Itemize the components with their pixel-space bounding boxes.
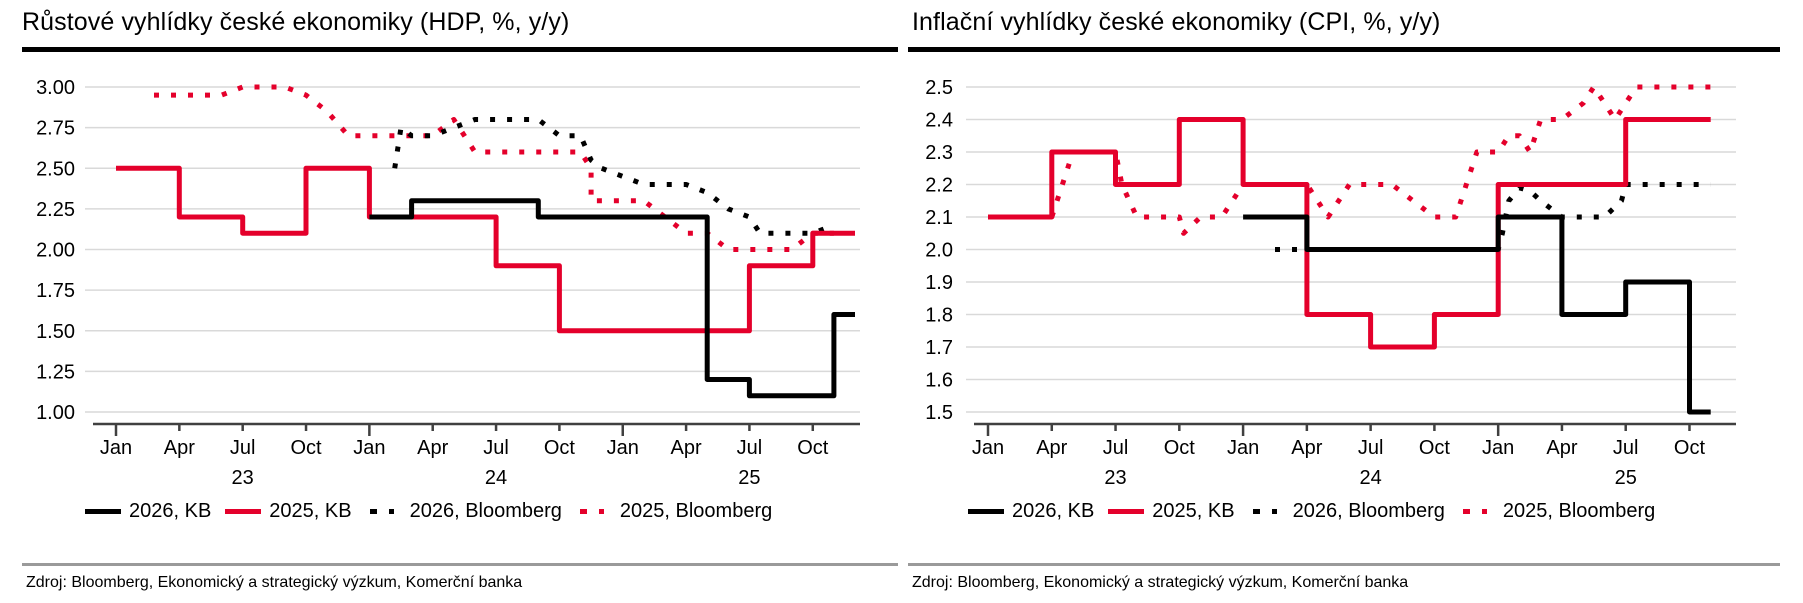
gdp-chart: 3.00 2.75 2.50 2.25 2.00 1.75 1.50 1.25 1.00 Jan A…	[36, 77, 860, 489]
x-tick-label: Oct	[797, 437, 829, 459]
title-divider	[22, 47, 898, 52]
cpi-chart-panel: Inflační vyhlídky české ekonomiky (CPI, …	[906, 0, 1803, 603]
x-tick-label: Jan	[100, 437, 132, 459]
x-tick-label: Apr	[671, 437, 702, 459]
legend-swatch-dotted-red	[575, 509, 612, 514]
x-tick-label: Jan	[607, 437, 639, 459]
legend-label: 2025, Bloomberg	[619, 500, 773, 522]
legend-swatch-dotted-black	[1248, 509, 1285, 514]
y-tick-label: 1.00	[36, 402, 75, 424]
y-tick-label: 1.6	[925, 370, 953, 392]
x-tick-label: Jan	[353, 437, 385, 459]
y-tick-label: 2.4	[925, 110, 953, 132]
year-label: 25	[1615, 467, 1637, 489]
legend-label: 2026, Bloomberg	[409, 500, 562, 522]
legend-label: 2025, Bloomberg	[1502, 500, 1656, 522]
x-tick-label: Jul	[1103, 437, 1129, 459]
y-tick-label: 2.0	[925, 240, 953, 262]
source-note: Zdroj: Bloomberg, Ekonomický a strategic…	[26, 574, 523, 591]
legend-swatch-solid-black	[85, 509, 121, 514]
year-label: 24	[485, 467, 507, 489]
gdp-chart-panel: Růstové vyhlídky české ekonomiky (HDP, %…	[0, 0, 900, 603]
legend-swatch-solid-black	[968, 509, 1004, 514]
series-2026-kb	[369, 198, 855, 399]
y-tick-label: 1.5	[925, 402, 953, 424]
legend-label: 2025, KB	[1152, 500, 1235, 522]
year-label: 23	[1104, 467, 1126, 489]
y-tick-label: 1.50	[36, 321, 75, 343]
x-tick-label: Jul	[1613, 437, 1639, 459]
y-tick-label: 2.50	[36, 158, 75, 180]
y-tick-label: 2.1	[925, 207, 953, 229]
legend-swatch-dotted-red	[1458, 509, 1495, 514]
x-tick-label: Apr	[1036, 437, 1067, 459]
x-tick-label: Oct	[1164, 437, 1196, 459]
legend-item-2026-kb: 2026, KB	[85, 500, 211, 523]
legend-item-2025-bloomberg: 2025, Bloomberg	[575, 500, 773, 523]
y-tick-label: 1.25	[36, 361, 75, 383]
x-tick-label: Jul	[737, 437, 763, 459]
y-tick-label: 1.8	[925, 305, 953, 327]
year-label: 24	[1360, 467, 1382, 489]
series-2026-kb	[1243, 214, 1711, 415]
y-tick-label: 2.5	[925, 77, 953, 99]
x-tick-label: Jan	[1482, 437, 1514, 459]
x-tick-label: Jul	[1358, 437, 1384, 459]
y-tick-label: 2.2	[925, 175, 953, 197]
x-tick-label: Apr	[417, 437, 448, 459]
legend-item-2025-bloomberg: 2025, Bloomberg	[1458, 500, 1656, 523]
x-tick-label: Jan	[1227, 437, 1259, 459]
chart-title: Růstové vyhlídky české ekonomiky (HDP, %…	[22, 8, 570, 36]
chart-legend: 2026, KB 2025, KB 2026, Bloomberg 2025, …	[85, 500, 786, 523]
y-tick-label: 2.75	[36, 118, 75, 140]
chart-title: Inflační vyhlídky české ekonomiky (CPI, …	[912, 8, 1441, 36]
chart-legend: 2026, KB 2025, KB 2026, Bloomberg 2025, …	[968, 500, 1669, 523]
legend-label: 2025, KB	[269, 500, 352, 522]
legend-label: 2026, KB	[1012, 500, 1095, 522]
x-tick-label: Oct	[290, 437, 322, 459]
year-label: 23	[232, 467, 254, 489]
legend-item-2026-bloomberg: 2026, Bloomberg	[365, 500, 562, 523]
legend-swatch-dotted-black	[365, 509, 402, 514]
legend-item-2025-kb: 2025, KB	[1108, 500, 1235, 523]
cpi-chart: 2.5 2.4 2.3 2.2 2.1 2.0 1.9 1.8 1.7 1.6 1.5 Jan Apr J…	[925, 77, 1736, 489]
source-note: Zdroj: Bloomberg, Ekonomický a strategic…	[912, 574, 1409, 591]
x-tick-label: Jul	[483, 437, 509, 459]
legend-item-2025-kb: 2025, KB	[225, 500, 352, 523]
legend-item-2026-bloomberg: 2026, Bloomberg	[1248, 500, 1445, 523]
legend-label: 2026, KB	[129, 500, 212, 522]
x-tick-label: Apr	[1291, 437, 1322, 459]
y-tick-label: 2.25	[36, 199, 75, 221]
x-tick-label: Oct	[1419, 437, 1451, 459]
legend-swatch-solid-red	[1108, 509, 1145, 514]
y-tick-label: 1.9	[925, 272, 953, 294]
series-2025-bloomberg	[1049, 84, 1711, 236]
x-tick-label: Oct	[544, 437, 576, 459]
x-tick-label: Jul	[230, 437, 256, 459]
x-tick-label: Jan	[972, 437, 1004, 459]
y-tick-label: 1.7	[925, 337, 953, 359]
source-divider	[908, 563, 1780, 566]
x-tick-label: Apr	[1546, 437, 1577, 459]
legend-item-2026-kb: 2026, KB	[968, 500, 1094, 523]
x-tick-label: Oct	[1674, 437, 1706, 459]
series-2025-kb	[116, 165, 855, 334]
legend-swatch-solid-red	[225, 509, 262, 514]
x-tick-label: Apr	[164, 437, 195, 459]
title-divider	[908, 47, 1780, 52]
y-tick-label: 3.00	[36, 77, 75, 99]
y-tick-label: 1.75	[36, 280, 75, 302]
source-divider	[22, 563, 898, 566]
year-label: 25	[738, 467, 760, 489]
y-tick-label: 2.00	[36, 240, 75, 262]
series-2025-bloomberg	[154, 84, 834, 252]
y-tick-label: 2.3	[925, 142, 953, 164]
legend-label: 2026, Bloomberg	[1292, 500, 1445, 522]
